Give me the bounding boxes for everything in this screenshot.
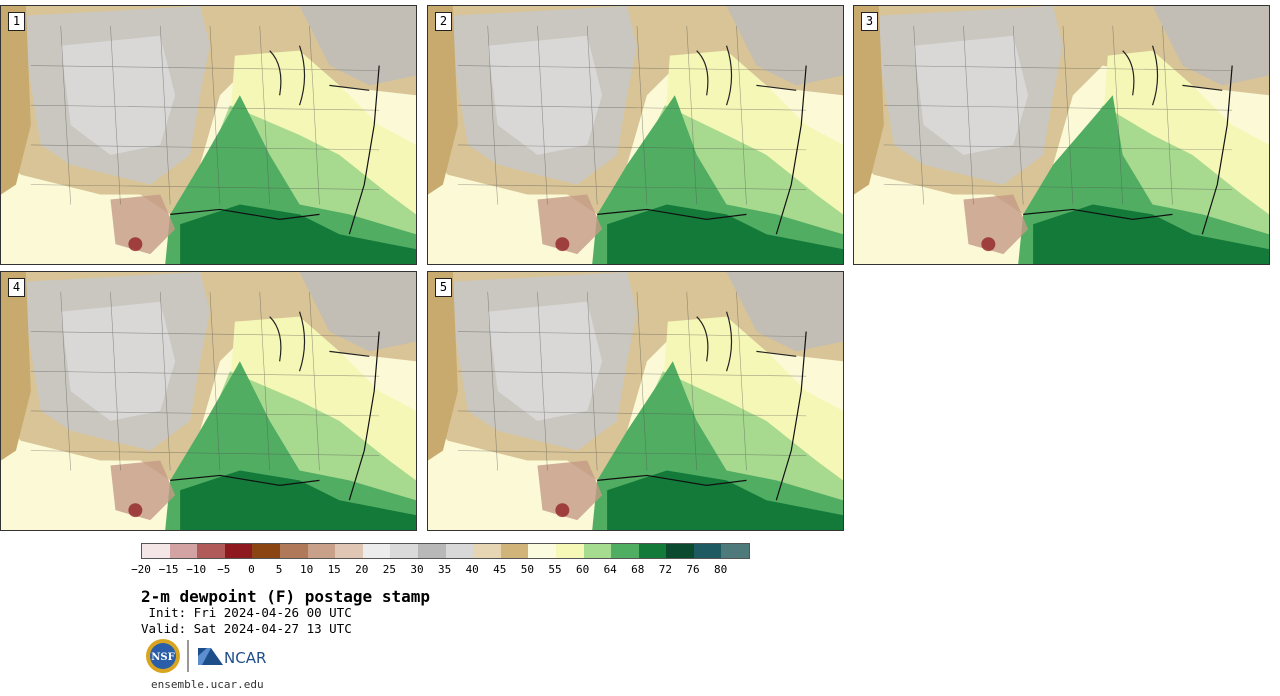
colorbar-swatch	[583, 544, 612, 558]
colorbar-swatch	[142, 544, 170, 558]
map-panel-2[interactable]: 2	[427, 5, 844, 265]
svg-text:NSF: NSF	[151, 652, 174, 663]
colorbar-swatch	[252, 544, 280, 558]
colorbar-tick-label: −10	[186, 563, 207, 576]
nsf-logo-icon: NSF	[146, 639, 180, 673]
colorbar-tick-label: 76	[686, 563, 700, 576]
dewpoint-map	[1, 272, 416, 530]
colorbar-tick-label: 60	[575, 563, 590, 576]
colorbar-tick-label: 55	[548, 563, 562, 576]
valid-time: Valid: Sat 2024-04-27 13 UTC	[141, 621, 352, 636]
dewpoint-map	[1, 6, 416, 264]
colorbar-tick-label: 50	[520, 563, 535, 576]
map-panel-5[interactable]: 5	[427, 271, 844, 531]
colorbar-tick-label: −20	[131, 563, 151, 576]
panel-number-label: 5	[435, 278, 452, 297]
colorbar-swatch	[362, 544, 391, 558]
colorbar-swatch	[666, 544, 694, 558]
colorbar-swatch	[528, 544, 556, 558]
colorbar-swatch	[197, 544, 225, 558]
logos: NSF NCAR	[146, 639, 266, 673]
colorbar-swatch	[638, 544, 667, 558]
colorbar-tick-label: 64	[603, 563, 617, 576]
figure-title: 2-m dewpoint (F) postage stamp	[141, 587, 430, 606]
colorbar-tick-label: −15	[158, 563, 179, 576]
colorbar-swatch	[417, 544, 446, 558]
colorbar-swatch	[445, 544, 474, 558]
website-url[interactable]: ensemble.ucar.edu	[151, 678, 264, 691]
colorbar-tick-label: 45	[493, 563, 507, 576]
map-panel-1[interactable]: 1	[0, 5, 417, 265]
map-panel-4[interactable]: 4	[0, 271, 417, 531]
colorbar-swatch	[473, 544, 501, 558]
init-time: Init: Fri 2024-04-26 00 UTC	[141, 605, 352, 620]
panel-number-label: 1	[8, 12, 25, 31]
ncar-logo-icon: NCAR	[198, 648, 266, 667]
panel-number-label: 3	[861, 12, 878, 31]
panel-number-label: 2	[435, 12, 452, 31]
colorbar-tick-label: 72	[658, 563, 673, 576]
colorbar-swatch	[555, 544, 584, 558]
colorbar-tick-label: −5	[217, 563, 231, 576]
colorbar-tick-label: 80	[713, 563, 728, 576]
colorbar-swatch	[500, 544, 529, 558]
colorbar-swatch	[693, 544, 722, 558]
colorbar-swatch	[721, 544, 750, 558]
colorbar-tick-label: 35	[437, 563, 452, 576]
map-panel-3[interactable]: 3	[853, 5, 1270, 265]
svg-text:NCAR: NCAR	[224, 649, 266, 667]
colorbar-tick-label: 25	[382, 563, 397, 576]
dewpoint-map	[854, 6, 1269, 264]
colorbar-swatch	[335, 544, 363, 558]
colorbar-swatch	[224, 544, 253, 558]
dewpoint-map	[428, 272, 843, 530]
dewpoint-map	[428, 6, 843, 264]
colorbar-swatch	[169, 544, 198, 558]
colorbar-swatch	[307, 544, 336, 558]
colorbar-tick-label: 10	[299, 563, 314, 576]
colorbar-swatch	[279, 544, 308, 558]
colorbar-tick-label: 68	[631, 563, 645, 576]
colorbar-ticks: −20 −15 −10 −5 0 5 10 15 20 25 30 35 40 45 50 55 60 64 68 7…	[131, 563, 761, 577]
colorbar	[141, 543, 751, 559]
panel-number-label: 4	[8, 278, 25, 297]
colorbar-tick-label: 20	[355, 563, 369, 576]
colorbar-tick-label: 5	[275, 563, 283, 576]
colorbar-tick-label: 0	[248, 563, 255, 576]
colorbar-tick-label: 30	[410, 563, 424, 576]
colorbar-swatch	[611, 544, 639, 558]
colorbar-swatch	[390, 544, 418, 558]
colorbar-tick-label: 15	[327, 563, 341, 576]
colorbar-tick-label: 40	[465, 563, 479, 576]
